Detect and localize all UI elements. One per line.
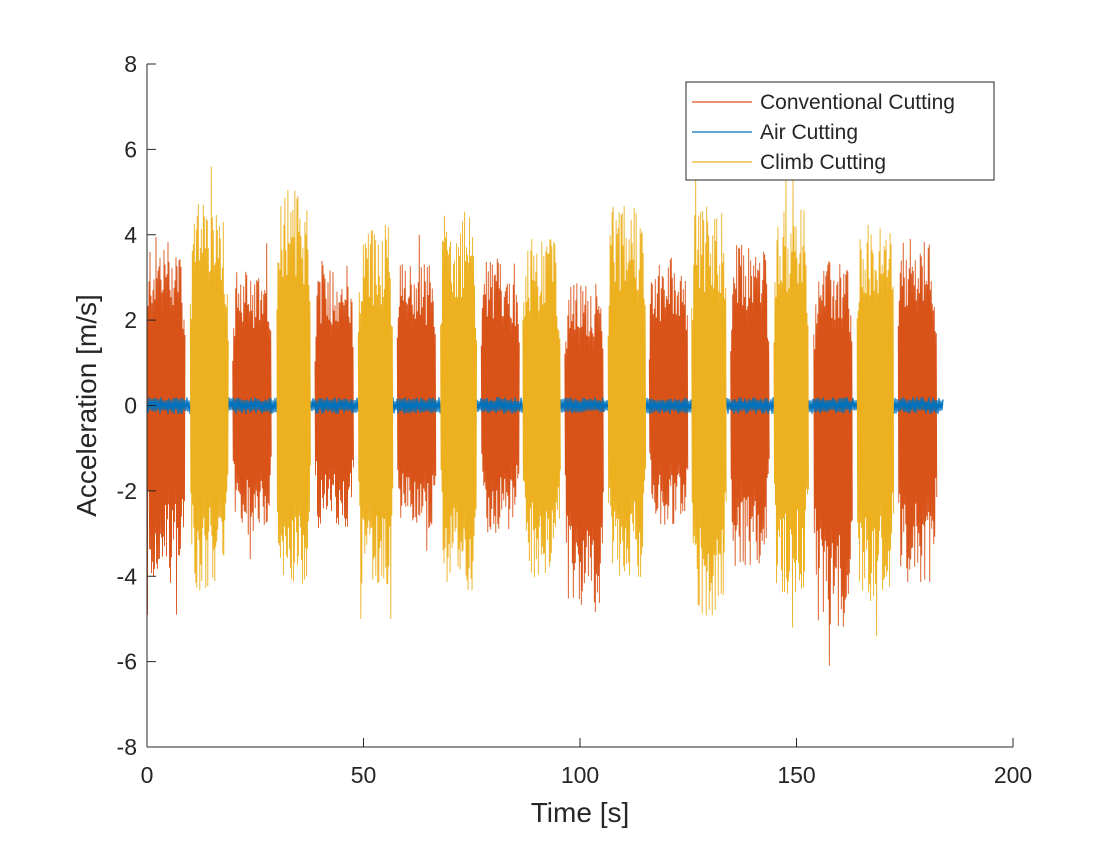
- x-tick-label: 100: [561, 762, 599, 788]
- y-tick-label: 2: [124, 307, 137, 333]
- signal-segment: [730, 244, 770, 567]
- x-axis-title: Time [s]: [531, 797, 630, 828]
- y-tick-label: 6: [124, 136, 137, 162]
- series-climb-cutting: [189, 166, 895, 637]
- signal-segment: [607, 206, 647, 577]
- y-tick-label: -8: [117, 734, 137, 760]
- signal-segment: [146, 237, 186, 615]
- signal-segment: [480, 258, 520, 533]
- signal-segment: [232, 243, 272, 560]
- signal-segment: [314, 260, 354, 528]
- legend-label: Conventional Cutting: [760, 91, 955, 114]
- x-tick-label: 0: [141, 762, 154, 788]
- y-tick-label: 4: [124, 222, 137, 248]
- x-tick-label: 150: [777, 762, 815, 788]
- x-tick-label: 50: [351, 762, 377, 788]
- signal-segment: [276, 189, 311, 584]
- x-tick-label: 200: [994, 762, 1032, 788]
- plot-area: [146, 166, 944, 666]
- signal-segment: [813, 261, 853, 666]
- series-conventional-cutting: [146, 234, 938, 666]
- axes: 0 50 100 150 200 8 6 4 2 0 -2 -4 -6 -8: [117, 51, 1033, 788]
- legend: Conventional Cutting Air Cutting Climb Cut…: [685, 81, 995, 181]
- signal-segment: [396, 234, 437, 551]
- y-tick-label: 8: [124, 51, 137, 77]
- signal-segment: [648, 257, 689, 525]
- signal-segment: [522, 239, 561, 578]
- signal-segment: [357, 224, 394, 619]
- legend-label: Air Cutting: [760, 121, 858, 144]
- signal-segment: [856, 224, 895, 637]
- y-tick-label: 0: [124, 393, 137, 419]
- signal-segment: [897, 238, 938, 583]
- signal-segment: [440, 211, 478, 591]
- legend-label: Climb Cutting: [760, 151, 886, 174]
- signal-segment: [564, 283, 604, 612]
- y-tick-label: -2: [117, 478, 137, 504]
- signal-segment: [773, 174, 809, 628]
- signal-segment: [189, 166, 229, 591]
- signal-segment: [691, 170, 727, 616]
- y-tick-label: -4: [117, 563, 138, 589]
- y-axis-title: Acceleration [m/s]: [71, 294, 102, 517]
- y-tick-label: -6: [117, 649, 137, 675]
- legend-box: [685, 81, 995, 181]
